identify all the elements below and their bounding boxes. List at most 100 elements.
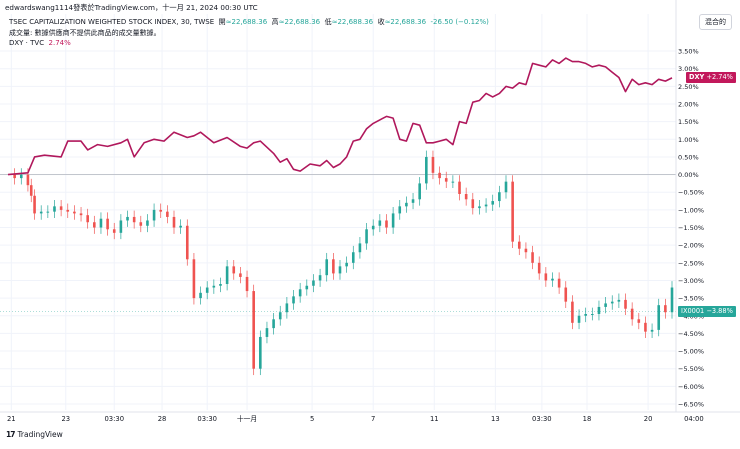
x-tick-label: 11 bbox=[430, 415, 439, 423]
index-candle-body bbox=[411, 199, 415, 203]
ohlc-low-value: ≈22,688.36 bbox=[331, 18, 374, 26]
index-tag-name: IX0001 bbox=[681, 307, 705, 316]
index-candle-body bbox=[504, 181, 508, 193]
ohlc-high-label: 高 bbox=[271, 18, 279, 26]
index-candle-body bbox=[338, 266, 342, 274]
x-axis: 21 23 03:30 28 03:30 十一月 5 7 11 13 03:30 18 20 04:00 bbox=[0, 411, 740, 423]
index-candle-body bbox=[517, 241, 521, 249]
index-candle-body bbox=[405, 202, 408, 207]
y-tick-label: −5.00% bbox=[678, 348, 704, 356]
index-candle-body bbox=[577, 315, 581, 323]
brand-text: TradingView bbox=[17, 430, 63, 439]
y-axis: 3.50% 3.00% 2.50% 2.00% 1.50% 1.00% 0.50% 0.00%… bbox=[675, 0, 704, 412]
index-candle-body bbox=[305, 285, 309, 290]
index-candle-body bbox=[245, 276, 249, 292]
dxy-legend-row[interactable]: DXY · TVC 2.74% bbox=[9, 39, 71, 47]
index-candle-body bbox=[139, 222, 143, 226]
index-candle-body bbox=[670, 287, 674, 313]
index-candle-body bbox=[318, 275, 322, 281]
index-candle-body bbox=[557, 278, 561, 288]
index-candle-body bbox=[358, 243, 362, 253]
index-candle-body bbox=[511, 181, 514, 242]
index-candle-body bbox=[205, 287, 209, 293]
y-tick-label: −6.00% bbox=[678, 383, 704, 391]
index-candle-body bbox=[146, 220, 149, 226]
index-candle-body bbox=[219, 284, 222, 286]
index-candle-body bbox=[312, 280, 315, 286]
x-tick-label: 18 bbox=[583, 415, 592, 423]
index-candles bbox=[13, 150, 674, 376]
ohlc-low-label: 低 bbox=[324, 18, 332, 26]
ohlc-open-label: 開 bbox=[218, 18, 226, 26]
attribution-text: edwardswang1114發表於TradingView.com，十一月 21… bbox=[5, 3, 258, 12]
index-candle-body bbox=[325, 259, 329, 276]
x-tick-label: 03:30 bbox=[532, 415, 552, 423]
symbol-legend-row[interactable]: TSEC CAPITALIZATION WEIGHTED STOCK INDEX… bbox=[9, 17, 489, 27]
x-tick-label: 5 bbox=[310, 415, 314, 423]
index-candle-body bbox=[19, 174, 23, 179]
y-tick-label: 2.00% bbox=[678, 101, 699, 109]
x-tick-label: 28 bbox=[158, 415, 167, 423]
y-tick-label: −0.50% bbox=[678, 189, 704, 197]
index-candle-body bbox=[484, 204, 488, 207]
index-tag-value: −3.88% bbox=[706, 307, 733, 316]
index-candle-body bbox=[185, 225, 189, 260]
index-candle-body bbox=[617, 299, 621, 302]
y-tick-label: 3.00% bbox=[678, 65, 699, 73]
index-candle-body bbox=[292, 296, 295, 304]
y-tick-label: −2.50% bbox=[678, 259, 704, 267]
index-candle-body bbox=[471, 199, 475, 209]
index-candle-body bbox=[172, 216, 176, 228]
x-tick-label: 十一月 bbox=[237, 414, 257, 423]
change-text: -26.50 (−0.12%) bbox=[430, 18, 489, 26]
ohlc-open: 開≈22,688.36 bbox=[216, 18, 268, 26]
index-candle-body bbox=[192, 259, 196, 299]
index-candle-body bbox=[132, 216, 136, 223]
index-candle-body bbox=[610, 301, 614, 304]
dxy-last-value-tag: DXY +2.74% bbox=[686, 72, 736, 84]
index-candle-body bbox=[119, 220, 123, 233]
index-candle-body bbox=[425, 156, 428, 184]
index-candle-body bbox=[498, 192, 501, 202]
index-candle-body bbox=[637, 319, 641, 323]
index-last-value-tag: IX0001 −3.88% bbox=[678, 306, 736, 318]
x-tick-label: 20 bbox=[644, 415, 653, 423]
index-candle-body bbox=[664, 305, 667, 313]
index-candle-body bbox=[59, 206, 63, 210]
index-candle-body bbox=[458, 181, 461, 194]
index-candle-body bbox=[524, 248, 528, 253]
index-candle-body bbox=[259, 336, 262, 369]
index-candle-body bbox=[464, 194, 468, 200]
index-candle-body bbox=[239, 273, 242, 277]
index-candle-body bbox=[564, 287, 568, 302]
series-lines bbox=[7, 57, 673, 176]
y-tick-label: −5.50% bbox=[678, 365, 704, 373]
index-candle-body bbox=[212, 285, 216, 288]
y-tick-label: 1.00% bbox=[678, 136, 699, 144]
ohlc-high: 高≈22,688.36 bbox=[269, 18, 321, 26]
index-candle-body bbox=[252, 291, 255, 369]
dxy-value: 2.74% bbox=[48, 39, 71, 47]
dxy-tag-name: DXY bbox=[689, 73, 705, 82]
index-candle-body bbox=[365, 229, 368, 244]
ohlc-high-value: ≈22,688.36 bbox=[278, 18, 321, 26]
index-candle-body bbox=[199, 292, 202, 299]
index-candle-body bbox=[66, 209, 70, 212]
index-candle-body bbox=[298, 289, 302, 297]
index-candle-body bbox=[571, 301, 574, 323]
tradingview-branding[interactable]: 17 TradingView bbox=[6, 430, 63, 439]
index-candle-body bbox=[351, 252, 355, 263]
index-candle-body bbox=[46, 211, 50, 213]
index-candle-body bbox=[657, 305, 661, 330]
index-candle-body bbox=[272, 319, 275, 329]
x-tick-label: 03:30 bbox=[104, 415, 124, 423]
price-scale-mode-button[interactable]: 混合的 bbox=[699, 14, 732, 30]
x-tick-label: 04:00 bbox=[684, 415, 704, 423]
index-candle-body bbox=[378, 220, 382, 226]
index-candle-body bbox=[13, 174, 16, 179]
index-candle-body bbox=[385, 220, 388, 228]
y-tick-label: −4.50% bbox=[678, 330, 704, 338]
index-candle-body bbox=[451, 181, 455, 183]
ohlc-open-value: ≈22,688.36 bbox=[225, 18, 268, 26]
